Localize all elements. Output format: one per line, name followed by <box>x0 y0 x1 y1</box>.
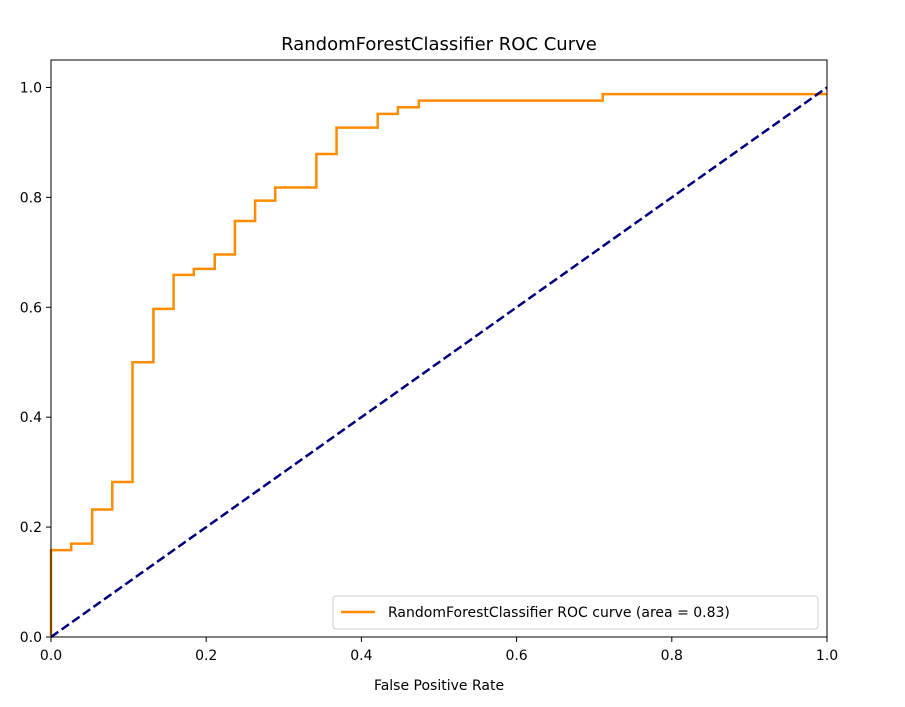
plot-series <box>49 86 828 639</box>
y-tick-label: 0.4 <box>20 410 42 426</box>
legend-label-roc-curve: RandomForestClassifier ROC curve (area =… <box>388 605 730 621</box>
legend-box <box>332 595 819 630</box>
chart-title: RandomForestClassifier ROC Curve <box>281 34 597 55</box>
y-tick-label: 0.6 <box>20 300 42 316</box>
y-axis-ticks: 0.0 0.2 0.4 0.6 0.8 1.0 <box>20 80 51 646</box>
x-tick-label: 0.0 <box>40 648 62 664</box>
x-tick-label: 0.2 <box>195 648 217 664</box>
y-tick-label: 0.2 <box>20 520 42 536</box>
y-tick-label: 0.0 <box>20 630 42 646</box>
x-axis-label: False Positive Rate <box>374 678 504 694</box>
y-tick-label: 1.0 <box>20 80 42 96</box>
x-tick-label: 0.8 <box>661 648 683 664</box>
x-tick-label: 1.0 <box>816 648 838 664</box>
chance-diagonal-line <box>50 86 828 639</box>
legend: RandomForestClassifier ROC curve (area =… <box>332 595 819 630</box>
x-axis-ticks: 0.0 0.2 0.4 0.6 0.8 1.0 <box>40 637 838 664</box>
roc-curve-line <box>49 92 827 637</box>
x-tick-label: 0.6 <box>505 648 527 664</box>
y-tick-label: 0.8 <box>20 190 42 206</box>
x-tick-label: 0.4 <box>350 648 372 664</box>
plot-frame <box>50 59 828 638</box>
